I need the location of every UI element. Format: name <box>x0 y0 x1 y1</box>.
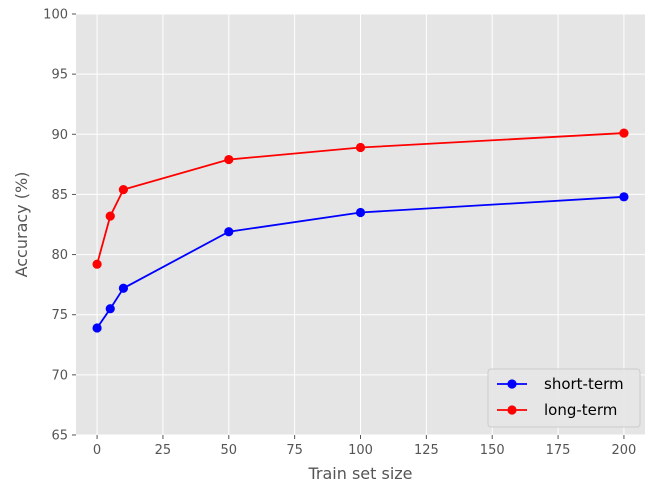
data-point-long-term <box>105 211 115 221</box>
x-tick-label: 0 <box>93 443 101 458</box>
data-point-short-term <box>355 207 366 218</box>
legend: short-term long-term <box>487 368 641 428</box>
data-point-long-term <box>92 259 102 269</box>
data-point-long-term <box>355 142 366 153</box>
data-point-short-term <box>224 227 234 237</box>
y-tick-label: 90 <box>51 128 68 143</box>
data-point-long-term <box>619 128 629 138</box>
series-line-long-term <box>96 132 624 265</box>
x-tick-label: 100 <box>348 443 373 458</box>
x-tick-label: 25 <box>155 443 172 458</box>
x-axis-label: Train set size <box>307 464 412 483</box>
x-tick-label: 50 <box>221 443 238 458</box>
x-tick-label: 200 <box>612 443 637 458</box>
data-point-long-term <box>224 154 234 165</box>
x-tick-label: 175 <box>546 443 571 458</box>
legend-label: long-term <box>544 401 617 419</box>
y-tick-label: 80 <box>51 248 68 263</box>
y-tick-label: 65 <box>51 429 68 444</box>
legend-label: short-term <box>544 375 624 393</box>
y-tick-label: 100 <box>43 8 68 23</box>
y-axis-label: Accuracy (%) <box>12 172 31 278</box>
y-tick-label: 75 <box>51 308 68 323</box>
y-tick-label: 95 <box>51 68 68 83</box>
x-tick-label: 150 <box>480 443 505 458</box>
ticks: 0 25 50 75 100 125 150 175 200 65 70 75 80 85 90 95 100 <box>43 8 636 459</box>
y-tick-label: 70 <box>51 368 68 383</box>
data-point-long-term <box>118 185 129 195</box>
y-tick-label: 85 <box>51 188 68 203</box>
x-tick-label: 125 <box>414 443 439 458</box>
legend-swatch-marker <box>507 405 517 415</box>
data-point-short-term <box>92 323 102 333</box>
series-layer <box>92 128 629 333</box>
x-tick-label: 75 <box>286 443 303 458</box>
data-point-short-term <box>619 192 629 202</box>
legend-swatch-marker <box>507 379 517 389</box>
data-point-short-term <box>118 283 129 293</box>
data-point-short-term <box>105 304 115 314</box>
